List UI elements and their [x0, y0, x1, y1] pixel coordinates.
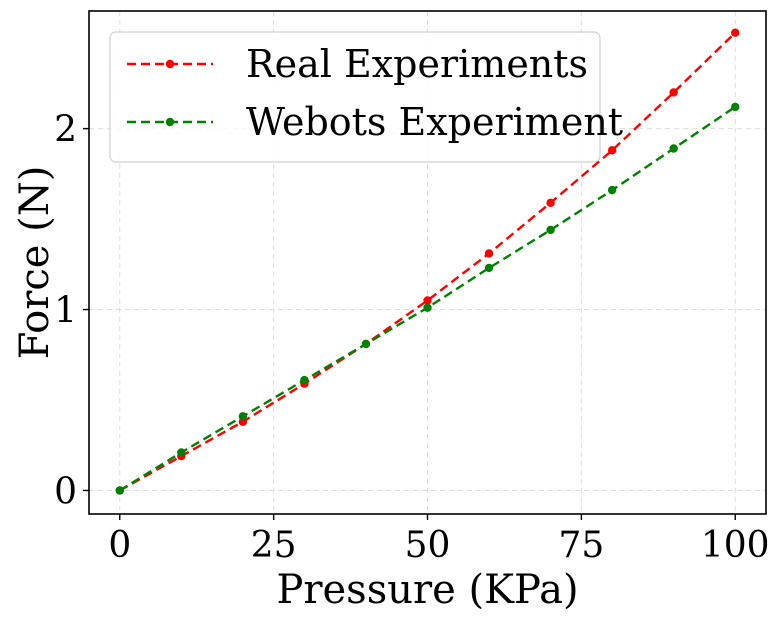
- data-point: [607, 185, 617, 195]
- data-point: [669, 88, 678, 97]
- x-tick-label: 0: [108, 525, 131, 566]
- data-point: [423, 303, 432, 312]
- x-tick-label: 100: [701, 525, 770, 566]
- data-point: [731, 102, 740, 112]
- data-point: [361, 339, 371, 349]
- legend-box: [109, 31, 601, 163]
- series-layer: [115, 28, 740, 495]
- data-point: [484, 263, 494, 273]
- data-point: [546, 225, 555, 235]
- data-point: [423, 296, 432, 305]
- legend: Real Experiments Webots Experiment: [109, 31, 623, 163]
- data-point: [300, 375, 309, 385]
- data-point: [115, 486, 124, 495]
- legend-label: Webots Experiment: [246, 100, 623, 144]
- data-point: [238, 412, 248, 421]
- data-point: [484, 249, 494, 258]
- y-tick-label: 0: [54, 471, 77, 512]
- data-point: [607, 146, 617, 155]
- x-tick-label: 50: [405, 525, 451, 566]
- legend-marker: [165, 117, 175, 127]
- y-tick-label: 2: [54, 110, 77, 151]
- axis-ticks: 0 25 50 75 100 0 1 2: [54, 110, 769, 566]
- series-1: [115, 102, 740, 495]
- data-point: [669, 144, 678, 153]
- y-axis-label: Force (N): [12, 166, 58, 360]
- legend-label: Real Experiments: [246, 42, 588, 86]
- x-axis-label: Pressure (KPa): [276, 567, 578, 613]
- x-tick-label: 25: [251, 525, 297, 566]
- y-tick-label: 1: [54, 291, 77, 332]
- data-point: [177, 448, 186, 457]
- data-point: [546, 198, 555, 207]
- series-line: [119, 31, 737, 492]
- data-point: [731, 28, 740, 37]
- x-tick-label: 75: [558, 525, 604, 566]
- legend-marker: [165, 59, 175, 69]
